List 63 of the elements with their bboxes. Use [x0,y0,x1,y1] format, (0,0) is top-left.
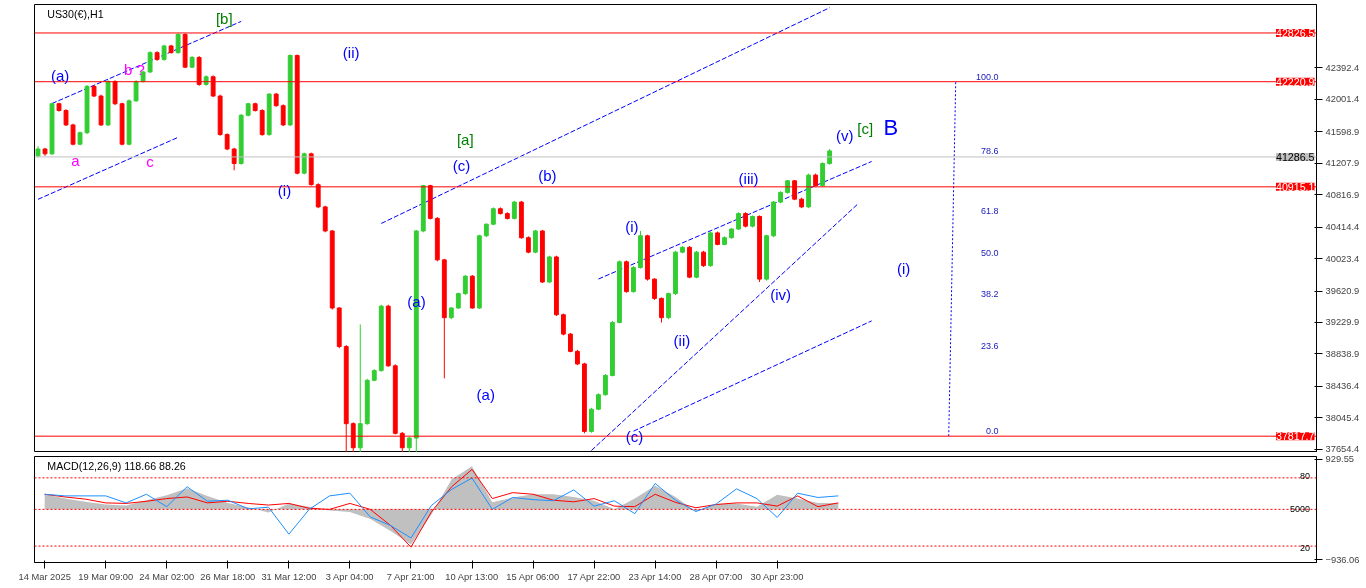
annotation: (iv) [770,285,792,303]
y-tick-label: −936.06 [1325,554,1360,565]
annotation: (i) [277,181,292,199]
x-tick-label: 17 Apr 22:00 [567,571,621,582]
x-tick-label: 26 Mar 18:00 [200,571,256,582]
chart-title: MACD(12,26,9) 118.66 88.26 [47,459,186,472]
y-tick-label: 42001.4 [1325,94,1360,105]
annotation: 23.6 [981,341,999,352]
x-tick-label: 7 Apr 21:00 [386,571,435,582]
annotation: 50.0 [981,248,999,259]
annotation: 80 [1300,471,1311,482]
annotation: (i) [897,259,911,277]
y-tick-label: 40414.4 [1325,222,1360,233]
annotation: (a) [476,386,495,404]
annotation: (i) [625,217,639,235]
annotation: [b] [215,10,233,28]
x-tick-label: 15 Apr 06:00 [506,571,560,582]
ref-line-label: 42220.9 [1275,75,1315,88]
x-tick-label: 3 Apr 04:00 [325,571,374,582]
x-tick-label: 30 Apr 23:00 [750,571,804,582]
chart-title: US30(€),H1 [47,7,104,20]
ref-line-label: 40915.1 [1275,180,1315,193]
y-tick-label: 41598.9 [1325,126,1360,137]
annotation: (v) [835,126,854,144]
annotation: 5000 [1290,504,1311,515]
annotation: [c] [857,120,874,138]
y-tick-label: 38436.4 [1325,381,1360,392]
y-tick-label: 42392.4 [1325,62,1360,73]
y-tick-label: 38838.9 [1325,348,1360,359]
annotation: B [883,115,899,141]
x-tick-label: 23 Apr 14:00 [628,571,682,582]
y-tick-label: 37654.4 [1325,444,1360,455]
annotation: 38.2 [981,289,999,300]
annotation: 61.8 [981,205,999,216]
y-tick-label: 40023.4 [1325,253,1360,264]
ref-line-label: 42826.5 [1275,26,1315,39]
x-tick-label: 14 Mar 2025 [18,571,71,582]
annotation: (b) [538,166,557,184]
annotation: c [146,153,155,171]
y-tick-label: 39229.9 [1325,317,1360,328]
y-tick-label: 38045.4 [1325,412,1360,423]
annotation: 0.0 [986,425,999,436]
annotation: (a) [50,66,70,84]
x-tick-label: 28 Apr 07:00 [689,571,743,582]
annotation: (ii) [673,332,691,350]
y-tick-label: 40816.9 [1325,189,1360,200]
y-tick-label: 41207.9 [1325,158,1360,169]
annotation: (ii) [342,44,360,62]
x-tick-label: 24 Mar 02:00 [139,571,195,582]
annotation: a [71,151,81,169]
x-tick-label: 10 Apr 13:00 [445,571,499,582]
x-tick-label: 19 Mar 09:00 [78,571,134,582]
ref-line-label: 37817.7 [1275,430,1315,443]
annotation: 100.0 [976,71,999,82]
annotation: (iii) [738,169,759,187]
y-tick-label: 39620.9 [1325,286,1360,297]
annotation: 20 [1300,542,1311,553]
annotation: (c) [452,156,471,174]
annotation: 78.6 [981,146,999,156]
x-tick-label: 31 Mar 12:00 [261,571,317,582]
ref-line-label: 41286.5 [1275,150,1315,163]
y-tick-label: 929.55 [1325,454,1355,465]
annotation: [a] [456,130,474,148]
